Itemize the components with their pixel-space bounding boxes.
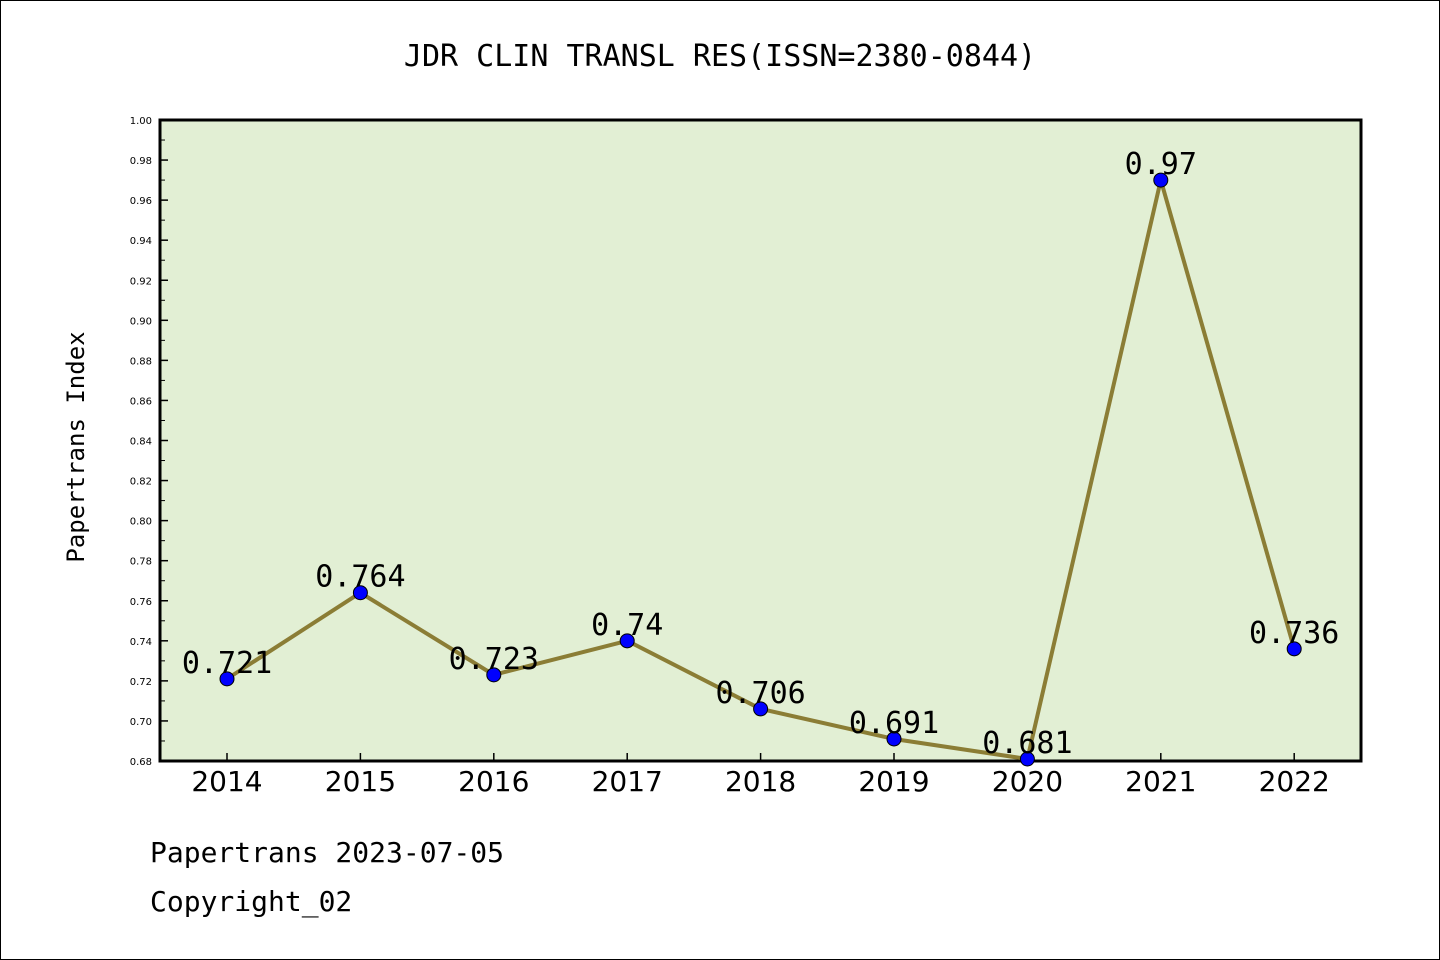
data-label: 0.97: [1125, 147, 1197, 182]
data-point: [1153, 172, 1169, 188]
y-tick-label: 0.94: [130, 236, 152, 247]
data-point: [1286, 641, 1302, 657]
y-tick-label: 0.84: [130, 437, 152, 448]
x-tick-label: 2021: [1125, 765, 1196, 798]
y-tick-label: 0.96: [130, 196, 152, 207]
x-tick-label: 2020: [992, 765, 1063, 798]
y-tick-label: 0.82: [130, 477, 152, 488]
data-label: 0.764: [315, 560, 405, 595]
data-point: [352, 585, 368, 601]
data-point: [486, 667, 502, 683]
y-tick-label: 0.76: [130, 597, 152, 608]
x-tick-label: 2015: [325, 765, 396, 798]
data-label: 0.691: [849, 706, 939, 741]
plot-area: [158, 118, 1363, 763]
y-tick-label: 0.80: [130, 517, 152, 528]
y-tick-label: 0.74: [130, 637, 152, 648]
data-point: [619, 633, 635, 649]
y-tick-label: 0.72: [130, 677, 152, 688]
data-point: [753, 701, 769, 717]
y-tick-label: 0.68: [130, 757, 152, 768]
data-label: 0.736: [1249, 616, 1339, 651]
data-label: 0.721: [182, 646, 272, 681]
data-point: [219, 671, 235, 687]
footer-date-text: Papertrans 2023-07-05: [150, 836, 505, 869]
x-axis-ticks: 2014 2015 2016 2017 2018 2019 2020 2021 2022: [191, 753, 1330, 798]
y-tick-label: 0.70: [130, 717, 152, 728]
chart-title: JDR CLIN TRANSL RES(ISSN=2380-0844): [404, 39, 1036, 74]
x-tick-label: 2018: [725, 765, 796, 798]
x-tick-label: 2017: [592, 765, 663, 798]
data-label: 0.681: [982, 726, 1072, 761]
x-tick-label: 2014: [191, 765, 262, 798]
data-markers: [219, 172, 1302, 767]
data-labels: 0.721 0.764 0.723 0.74 0.706 0.691 0.681 0.97 0.…: [182, 147, 1340, 761]
y-tick-label: 0.92: [130, 276, 152, 287]
y-tick-label: 0.88: [130, 356, 152, 367]
y-tick-label: 0.90: [130, 316, 152, 327]
footer-copyright-text: Copyright_02: [150, 885, 353, 918]
y-tick-label: 0.78: [130, 557, 152, 568]
x-tick-label: 2016: [458, 765, 529, 798]
y-axis-label: Papertrans Index: [62, 331, 90, 562]
y-tick-label: 0.98: [130, 156, 152, 167]
data-label: 0.74: [591, 608, 663, 643]
x-tick-label: 2022: [1259, 765, 1330, 798]
data-point: [1019, 751, 1035, 767]
y-tick-label: 1.00: [130, 116, 152, 127]
data-point: [886, 731, 902, 747]
x-tick-label: 2019: [858, 765, 929, 798]
data-label: 0.706: [715, 676, 805, 711]
y-axis-ticks: 0.68 0.70 0.72 0.74 0.76 0.78 0.80 0.82 0.84 0.86…: [130, 116, 168, 768]
y-tick-label: 0.86: [130, 396, 152, 407]
data-label: 0.723: [449, 642, 539, 677]
